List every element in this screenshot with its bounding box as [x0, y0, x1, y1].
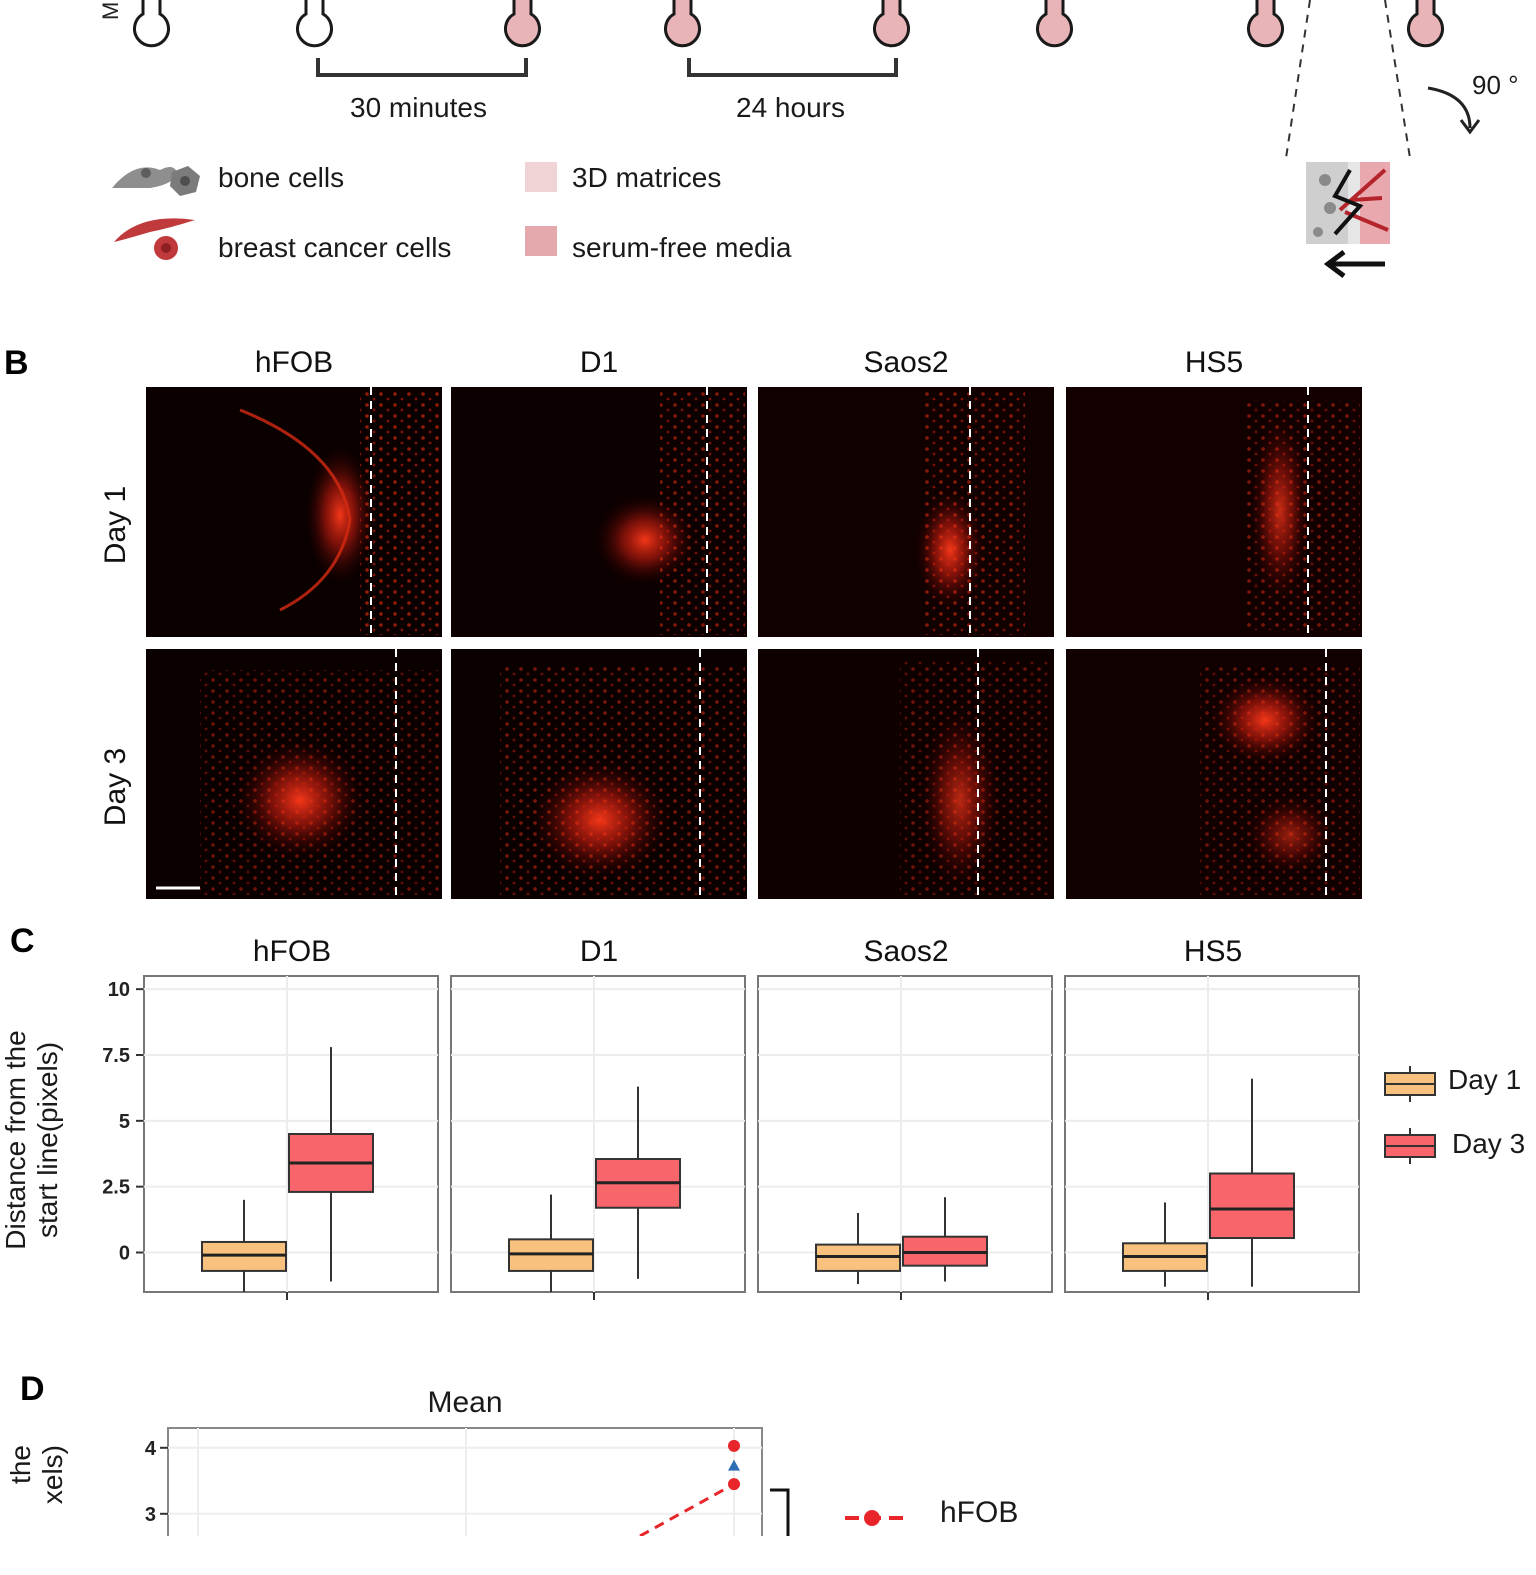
direction-arrow-icon: [1323, 250, 1385, 278]
tube-media: [664, 0, 701, 48]
tube-media: [873, 0, 910, 48]
series-line-hfob: [639, 1482, 735, 1536]
micrograph-saos2-day3: [758, 649, 1054, 899]
panel-b-col-title: HS5: [1184, 346, 1244, 379]
zoom-line: [1384, 0, 1411, 159]
box-plot-chart: 10 7.5 5 2.5 0: [102, 975, 1360, 1300]
box-hs5-day3: [1209, 1172, 1295, 1240]
tube-empty: [133, 0, 170, 48]
y-tick-label: 3: [145, 1504, 156, 1526]
timeline-diagram: M: [98, 0, 1481, 278]
bracket-30min: [316, 58, 528, 77]
micrograph-hfob-day1: [146, 387, 442, 637]
rotation-arrow-icon: [1427, 86, 1472, 129]
y-tick-label: 10: [108, 979, 130, 1001]
panel-b-col-title: D1: [579, 346, 619, 379]
bone-cells-icon: [112, 166, 200, 196]
breast-cancer-cells-icon: [114, 218, 195, 260]
data-point-hFOB: [728, 1478, 740, 1491]
panel-c-legend: Day 1 Day 3: [1380, 1062, 1536, 1172]
legend-bone-cells: bone cells: [218, 162, 345, 193]
legend-day1-label: Day 1: [1448, 1064, 1522, 1095]
panel-b-col-title: hFOB: [254, 346, 334, 379]
cropped-side-label: M: [98, 2, 123, 20]
interval-label-30min: 30 minutes: [350, 92, 487, 123]
bracket-24h: [687, 58, 898, 77]
legend-hfob-marker: [864, 1510, 880, 1526]
legend-day3-key: [1384, 1128, 1436, 1164]
legend-day1-key: [1384, 1066, 1436, 1102]
micrograph-d1-day1: [451, 387, 747, 637]
facet-panel: [1064, 975, 1360, 1293]
data-point-hFOB: [728, 1439, 740, 1452]
y-tick-label: 4: [145, 1438, 157, 1460]
tube-media: [504, 0, 541, 48]
panel-b-letter: B: [4, 344, 29, 382]
panel-a: M: [0, 0, 1536, 300]
interval-label-24h: 24 hours: [736, 92, 845, 123]
mean-line-chart: 43: [145, 1427, 905, 1536]
y-tick-label: 7.5: [102, 1045, 130, 1067]
significance-bracket: [770, 1488, 790, 1536]
micrograph-saos2-day1: [758, 387, 1054, 637]
tube-media: [1407, 0, 1444, 48]
tube-media: [1036, 0, 1073, 48]
micrograph-hs5-day1: [1066, 387, 1362, 637]
y-tick-label: 5: [119, 1111, 130, 1133]
panel-d-legend-hfob: hFOB: [940, 1496, 1019, 1529]
3d-matrices-swatch: [525, 162, 557, 192]
legend-day3-label: Day 3: [1452, 1128, 1526, 1159]
micrograph-d1-day3: [451, 649, 747, 899]
panel-c-facet-title: Saos2: [863, 935, 949, 968]
panel-b-col-title: Saos2: [863, 346, 949, 379]
data-point-other: [728, 1459, 740, 1471]
zoom-line: [1285, 0, 1311, 159]
panel-c-facet-title: hFOB: [252, 935, 332, 968]
legend-serum-free-media: serum-free media: [572, 232, 792, 263]
y-tick-label: 2.5: [102, 1177, 130, 1199]
panel-c-facet-title: HS5: [1183, 935, 1243, 968]
panel-d-letter: D: [20, 1370, 45, 1408]
micrograph-hfob-day3: [146, 649, 442, 899]
tube-empty: [296, 0, 333, 48]
panel-d-title: Mean: [427, 1386, 503, 1419]
legend-3d-matrices: 3D matrices: [572, 162, 722, 193]
panel-c-facet-title: D1: [579, 935, 619, 968]
tube-media: [1247, 0, 1284, 48]
serum-free-media-swatch: [525, 226, 557, 256]
y-tick-label: 0: [119, 1243, 130, 1265]
panel-c-letter: C: [10, 922, 35, 960]
micrograph-hs5-day3: [1066, 649, 1362, 899]
legend-breast-cancer-cells: breast cancer cells: [218, 232, 452, 263]
micrograph-grid: [146, 387, 1362, 899]
inset-image: [1306, 162, 1390, 244]
facet-panel: [450, 975, 746, 1293]
rotation-label: 90 °: [1472, 70, 1519, 100]
